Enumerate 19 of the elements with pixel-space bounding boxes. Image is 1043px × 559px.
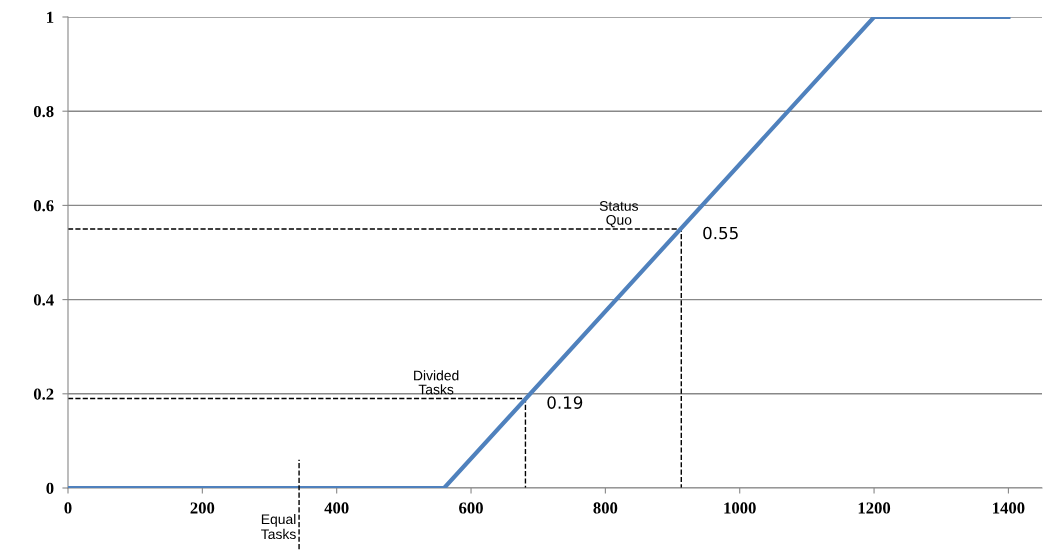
x-tick-label: 800: [593, 502, 618, 514]
x-tick-label: 400: [324, 502, 349, 514]
y-tick-label: 0: [46, 482, 54, 494]
x-tick-label: 200: [190, 502, 215, 514]
y-tick-label: 0.4: [33, 294, 54, 306]
annotation: 0.19: [547, 396, 583, 409]
y-tick-label: 1: [47, 11, 54, 23]
annotation: Status Quo: [599, 201, 638, 228]
y-tick-label: 0.6: [33, 200, 54, 212]
y-tick-label: 0.2: [33, 388, 54, 400]
x-tick-label: 600: [459, 502, 483, 514]
ref-line-label: Equal Tasks: [261, 513, 296, 540]
x-tick-label: 1200: [858, 502, 891, 514]
annotation: Divided Tasks: [414, 370, 459, 395]
x-tick-label: 1000: [724, 502, 756, 514]
y-tick-label: 0.8: [33, 105, 54, 118]
x-tick-label: 1400: [993, 502, 1025, 514]
x-tick-label: 0: [64, 502, 72, 514]
annotation: 0.55: [703, 226, 738, 240]
